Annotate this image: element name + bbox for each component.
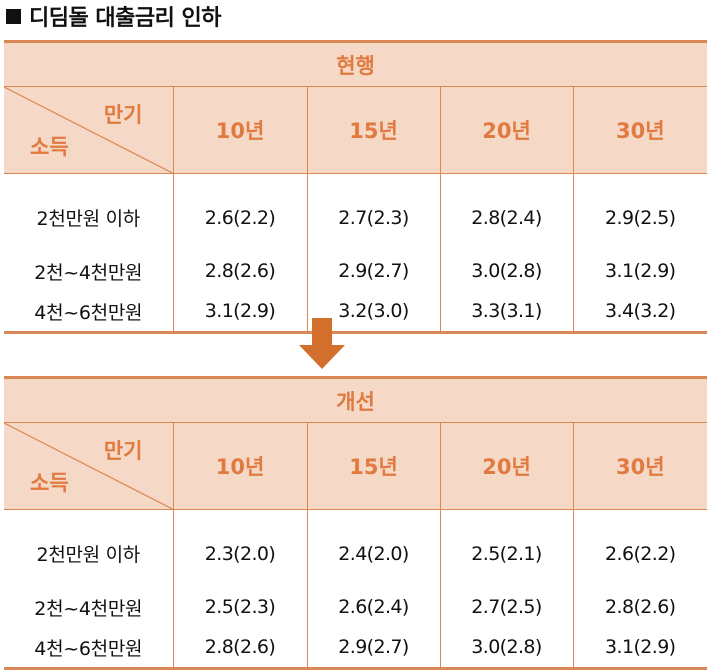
income-cell: 2천~4천만원 [34,261,143,284]
rate-cell: 3.3(3.1) [439,291,573,334]
rate-cell: 2.5(2.3) [172,587,307,627]
period-header: 10년 [172,86,307,174]
rate-cell: 3.1(2.9) [172,291,307,334]
rate-cell: 3.0(2.8) [439,627,573,670]
rate-cell: 2.7(2.3) [306,173,440,251]
income-label: 소득 [30,135,69,159]
table-row: 2천만원 이하 2.6(2.2) 2.7(2.3) 2.8(2.4) 2.9(2… [4,173,708,251]
rate-cell: 3.1(2.9) [572,627,708,670]
rate-cell: 2.6(2.2) [172,173,307,251]
corner-header-cell: 만기 소득 [4,86,173,174]
page-title-text: 디딤돌 대출금리 인하 [29,6,221,31]
table-row: 4천~6천만원 3.1(2.9) 3.2(3.0) 3.3(3.1) 3.4(3… [4,291,708,334]
income-cell: 4천~6천만원 [4,627,173,670]
income-label: 소득 [30,471,69,495]
page-title: 디딤돌 대출금리 인하 [6,2,221,36]
rate-cell: 2.8(2.6) [172,627,307,670]
current-rate-table: 현행 만기 소득 10년 15년 20년 30년 2천만원 이하 2.6(2.2… [4,40,708,334]
corner-header-cell: 만기 소득 [4,422,173,510]
period-header: 30년 [572,86,708,174]
diagonal-divider [4,423,173,509]
income-cell: 2천만원 이하 [36,208,141,230]
rate-cell: 2.6(2.2) [572,509,708,587]
table-row: 2천~4천만원 2.8(2.6) 2.9(2.7) 3.0(2.8) 3.1(2… [4,251,708,291]
period-label: 만기 [103,439,143,463]
rate-cell: 2.9(2.7) [306,627,440,670]
table-row: 2천~4천만원 2.5(2.3) 2.6(2.4) 2.7(2.5) 2.8(2… [4,587,708,627]
rate-cell: 2.4(2.0) [306,509,440,587]
table-header-row: 만기 소득 10년 15년 20년 30년 [4,422,708,510]
rate-cell: 2.7(2.5) [439,587,573,627]
table-caption-row: 현행 [4,40,708,87]
square-bullet-icon [6,9,21,24]
rate-cell: 2.5(2.1) [439,509,573,587]
period-header: 20년 [439,86,573,174]
table-caption: 현행 [4,40,708,87]
income-cell: 4천~6천만원 [4,291,173,334]
income-cell: 2천~4천만원 [34,597,143,620]
rate-cell: 2.9(2.5) [572,173,708,251]
rate-cell: 2.8(2.6) [172,251,307,291]
table-row: 2천만원 이하 2.3(2.0) 2.4(2.0) 2.5(2.1) 2.6(2… [4,509,708,587]
rate-cell: 3.0(2.8) [439,251,573,291]
improved-rate-table: 개선 만기 소득 10년 15년 20년 30년 2천만원 이하 2.3(2.0… [4,376,708,670]
rate-cell: 2.6(2.4) [306,587,440,627]
table-caption: 개선 [4,376,708,423]
rate-cell: 2.9(2.7) [306,251,440,291]
period-header: 10년 [172,422,307,510]
period-header: 30년 [572,422,708,510]
income-cell: 2천만원 이하 [36,544,141,566]
period-header: 15년 [306,86,440,174]
period-header: 20년 [439,422,573,510]
rate-cell: 3.4(3.2) [572,291,708,334]
rate-cell: 2.8(2.6) [572,587,708,627]
rate-cell: 3.1(2.9) [572,251,708,291]
table-header-row: 만기 소득 10년 15년 20년 30년 [4,86,708,174]
table-row: 4천~6천만원 2.8(2.6) 2.9(2.7) 3.0(2.8) 3.1(2… [4,627,708,670]
down-arrow-icon [299,318,345,369]
period-label: 만기 [103,103,143,127]
rate-cell: 2.8(2.4) [439,173,573,251]
table-caption-row: 개선 [4,376,708,423]
rate-cell: 2.3(2.0) [172,509,307,587]
diagonal-divider [4,87,173,173]
period-header: 15년 [306,422,440,510]
